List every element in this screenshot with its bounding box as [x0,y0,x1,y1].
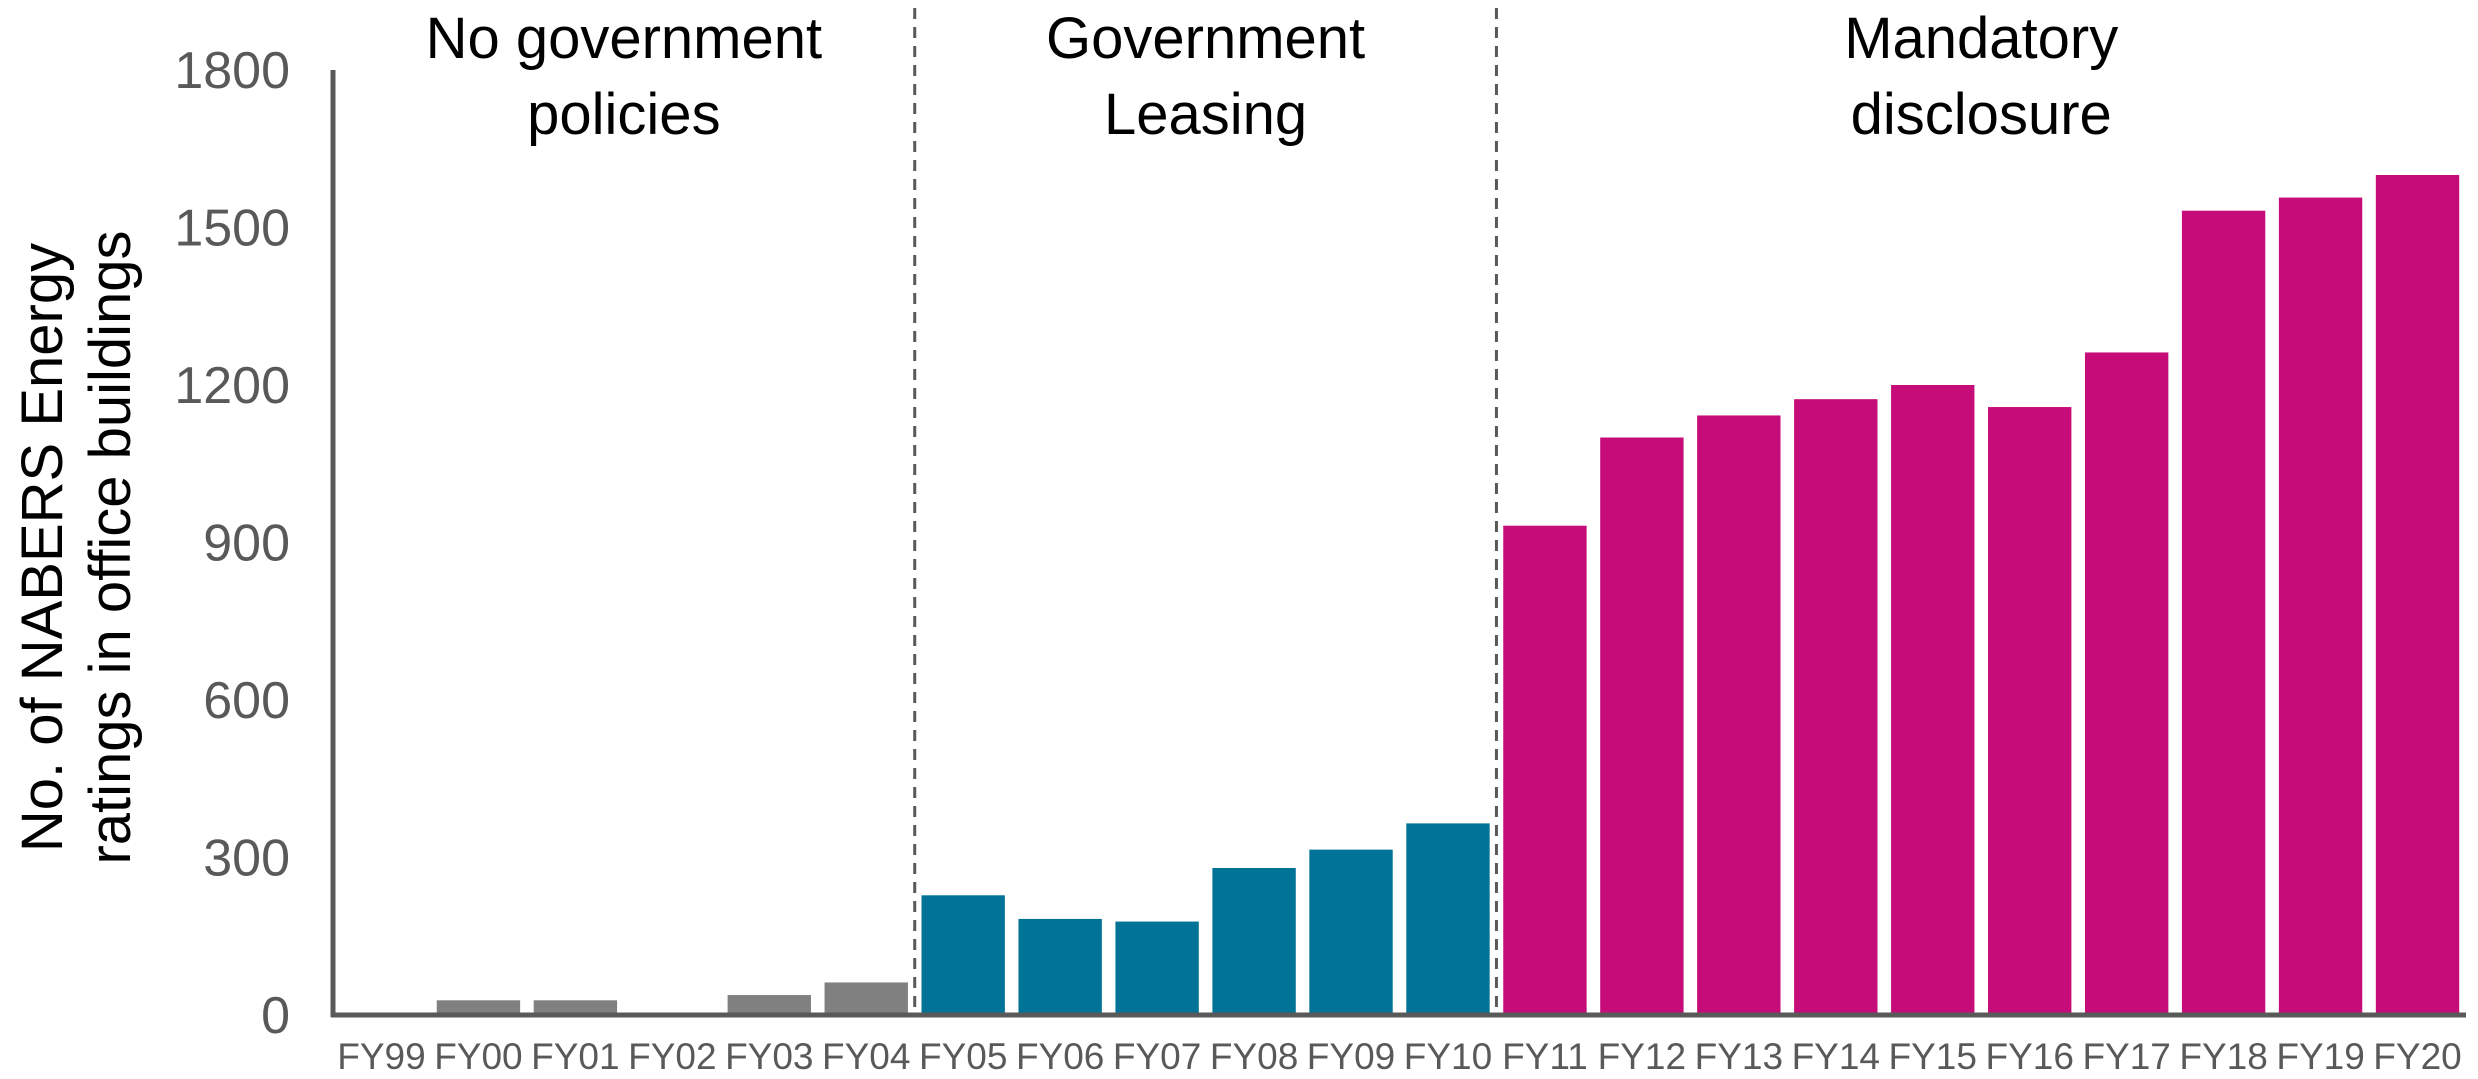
y-axis-title-line-2: ratings in office buildings [78,230,143,864]
group-annotation-3-line-2: disclosure [1851,82,2112,147]
x-tick-label-fy15: FY15 [1889,1036,1977,1074]
bar-fy05 [921,895,1005,1015]
x-tick-label-fy17: FY17 [2082,1036,2170,1074]
bar-fy01 [533,1000,618,1015]
bar-fy19 [2278,197,2363,1015]
bar-fy15 [1891,385,1975,1015]
bar-fy08 [1212,868,1296,1015]
x-tick-label-fy02: FY02 [628,1036,716,1074]
group-annotation-2-line-2: Leasing [1104,82,1307,147]
y-tick-label-0: 0 [261,987,290,1045]
y-tick-label-1200: 1200 [174,357,290,415]
x-tick-label-fy07: FY07 [1113,1036,1201,1074]
y-tick-label-1800: 1800 [174,42,290,100]
x-tick-label-fy14: FY14 [1792,1036,1880,1074]
x-tick-label-fy05: FY05 [919,1036,1007,1074]
bar-fy20 [2375,175,2460,1015]
x-tick-label-fy03: FY03 [725,1036,813,1074]
x-tick-label-fy10: FY10 [1404,1036,1492,1074]
bar-fy09 [1309,849,1393,1016]
bar-fy14 [1794,399,1878,1015]
group-annotation-3-line-1: Mandatory [1844,6,2118,71]
bar-fy18 [2181,210,2266,1015]
bar-fy13 [1697,415,1781,1015]
x-tick-label-fy04: FY04 [822,1036,910,1074]
bar-fy12 [1600,437,1684,1015]
x-tick-label-fy08: FY08 [1210,1036,1298,1074]
y-tick-label-300: 300 [203,830,290,888]
y-tick-label-900: 900 [203,515,290,573]
x-tick-label-fy12: FY12 [1598,1036,1686,1074]
x-tick-label-fy99: FY99 [337,1036,425,1074]
group-annotation-1-line-1: No government [426,6,823,71]
x-tick-label-fy19: FY19 [2276,1036,2364,1074]
y-tick-label-600: 600 [203,672,290,730]
y-tick-label-1500: 1500 [174,200,290,258]
bar-fy10 [1406,823,1490,1016]
bar-fy07 [1115,921,1199,1015]
group-annotation-1-line-2: policies [527,82,720,147]
x-tick-label-fy11: FY11 [1502,1036,1588,1074]
bar-fy03 [727,995,811,1015]
bar-fy00 [436,1000,521,1015]
x-tick-label-fy18: FY18 [2179,1036,2267,1074]
x-tick-label-fy00: FY00 [434,1036,522,1074]
x-tick-label-fy09: FY09 [1307,1036,1395,1074]
bar-fy17 [2084,352,2169,1015]
group-annotation-2-line-1: Government [1046,6,1365,71]
bar-fy04 [824,982,908,1015]
x-tick-label-fy13: FY13 [1695,1036,1783,1074]
x-tick-label-fy01: FY01 [531,1036,619,1074]
x-tick-label-fy20: FY20 [2373,1036,2461,1074]
bar-fy16 [1988,407,2072,1015]
x-tick-label-fy06: FY06 [1016,1036,1104,1074]
bar-fy06 [1018,918,1102,1015]
bar-fy11 [1503,525,1587,1015]
x-tick-label-fy16: FY16 [1985,1036,2073,1074]
y-axis-title-line-1: No. of NABERS Energy [10,243,75,852]
